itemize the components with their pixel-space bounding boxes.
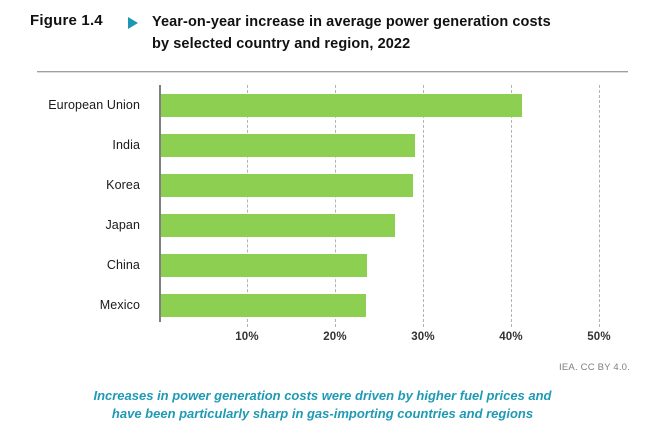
gridline-20pct bbox=[335, 85, 336, 327]
bar-india bbox=[160, 134, 416, 157]
gridline-30pct bbox=[423, 85, 424, 327]
bar-mexico bbox=[160, 294, 366, 317]
y-axis-line bbox=[159, 85, 161, 322]
bar-china bbox=[160, 254, 367, 277]
category-label-european-union: European Union bbox=[48, 98, 140, 112]
caption-line1: Increases in power generation costs were… bbox=[93, 388, 552, 403]
figure-number-label: Figure 1.4 bbox=[30, 12, 103, 29]
figure-title-line1: Year-on-year increase in average power g… bbox=[152, 14, 551, 30]
plot-area bbox=[159, 85, 621, 327]
gridline-40pct bbox=[511, 85, 512, 327]
bar-european-union bbox=[160, 94, 522, 117]
category-label-korea: Korea bbox=[106, 178, 140, 192]
x-tick-30pct: 30% bbox=[411, 331, 435, 343]
header-divider bbox=[37, 71, 628, 73]
x-tick-50pct: 50% bbox=[587, 331, 611, 343]
figure-title-line2: by selected country and region, 2022 bbox=[152, 36, 411, 52]
category-label-india: India bbox=[112, 138, 140, 152]
figure-title: Year-on-year increase in average power g… bbox=[152, 11, 622, 55]
bar-korea bbox=[160, 174, 414, 197]
x-tick-10pct: 10% bbox=[235, 331, 259, 343]
gridline-50pct bbox=[599, 85, 600, 327]
caption-line2: have been particularly sharp in gas-impo… bbox=[111, 405, 534, 421]
gridline-10pct bbox=[247, 85, 248, 327]
x-tick-40pct: 40% bbox=[499, 331, 523, 343]
x-tick-20pct: 20% bbox=[323, 331, 347, 343]
bar-japan bbox=[160, 214, 395, 237]
category-label-mexico: Mexico bbox=[99, 298, 140, 312]
category-label-china: China bbox=[106, 258, 140, 272]
category-label-japan: Japan bbox=[105, 218, 140, 232]
figure-caption: Increases in power generation costs were… bbox=[0, 387, 645, 422]
figure-arrow-icon bbox=[128, 17, 138, 29]
attribution-text: IEA. CC BY 4.0. bbox=[559, 362, 630, 373]
